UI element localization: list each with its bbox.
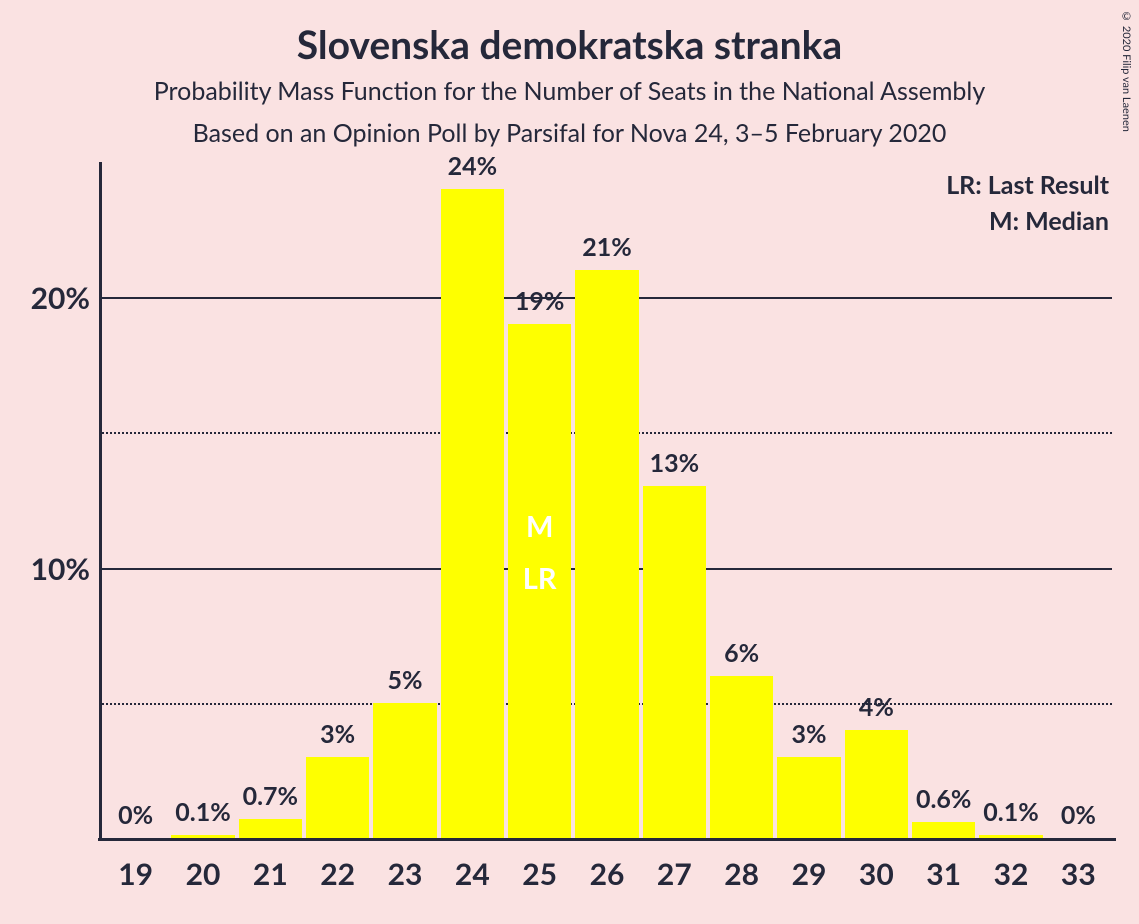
x-tick-label: 26 (590, 856, 625, 892)
marker-lr: LR (523, 561, 557, 596)
bar-value-label: 3% (792, 719, 827, 749)
bar (239, 819, 302, 838)
y-tick-label: 10% (0, 551, 90, 587)
x-tick-label: 33 (1061, 856, 1096, 892)
bar (912, 822, 975, 838)
bar (777, 757, 840, 838)
bar-value-label: 5% (388, 665, 423, 695)
x-tick-label: 23 (388, 856, 423, 892)
bar (575, 270, 638, 838)
copyright-text: © 2020 Filip van Laenen (1120, 10, 1133, 132)
bar-value-label: 3% (320, 719, 355, 749)
bar-value-label: 0.6% (916, 784, 971, 814)
x-tick-label: 22 (320, 856, 355, 892)
y-axis-line (99, 162, 102, 841)
plot-area: 0%0.1%0.7%3%5%24%19%21%13%6%3%4%0.6%0.1%… (102, 162, 1112, 838)
x-tick-label: 31 (926, 856, 961, 892)
chart-subtitle-1: Probability Mass Function for the Number… (0, 76, 1139, 106)
bar-value-label: 0.7% (243, 781, 298, 811)
bar-value-label: 4% (859, 692, 894, 722)
x-tick-label: 28 (724, 856, 759, 892)
x-tick-label: 29 (792, 856, 827, 892)
bar-value-label: 0% (1061, 800, 1096, 830)
x-tick-label: 32 (994, 856, 1029, 892)
bar-value-label: 0% (118, 800, 153, 830)
bar-value-label: 0.1% (983, 797, 1038, 827)
bar (373, 703, 436, 838)
x-tick-label: 25 (522, 856, 557, 892)
bar-value-label: 21% (582, 232, 632, 262)
x-tick-label: 24 (455, 856, 490, 892)
marker-m: M (526, 509, 553, 544)
x-tick-label: 20 (186, 856, 221, 892)
x-axis-line (98, 838, 1116, 841)
bar-value-label: 24% (448, 151, 498, 181)
bar-value-label: 0.1% (175, 797, 230, 827)
chart-subtitle-2: Based on an Opinion Poll by Parsifal for… (0, 118, 1139, 148)
bar-value-label: 6% (724, 638, 759, 668)
bar (306, 757, 369, 838)
bar-value-label: 13% (650, 448, 700, 478)
x-tick-label: 27 (657, 856, 692, 892)
bar (441, 189, 504, 838)
x-tick-label: 21 (253, 856, 288, 892)
bar (643, 486, 706, 838)
chart-title: Slovenska demokratska stranka (0, 22, 1139, 68)
bar-value-label: 19% (515, 286, 565, 316)
x-tick-label: 19 (118, 856, 153, 892)
bar (845, 730, 908, 838)
bar (710, 676, 773, 838)
x-tick-label: 30 (859, 856, 894, 892)
y-tick-label: 20% (0, 280, 90, 316)
